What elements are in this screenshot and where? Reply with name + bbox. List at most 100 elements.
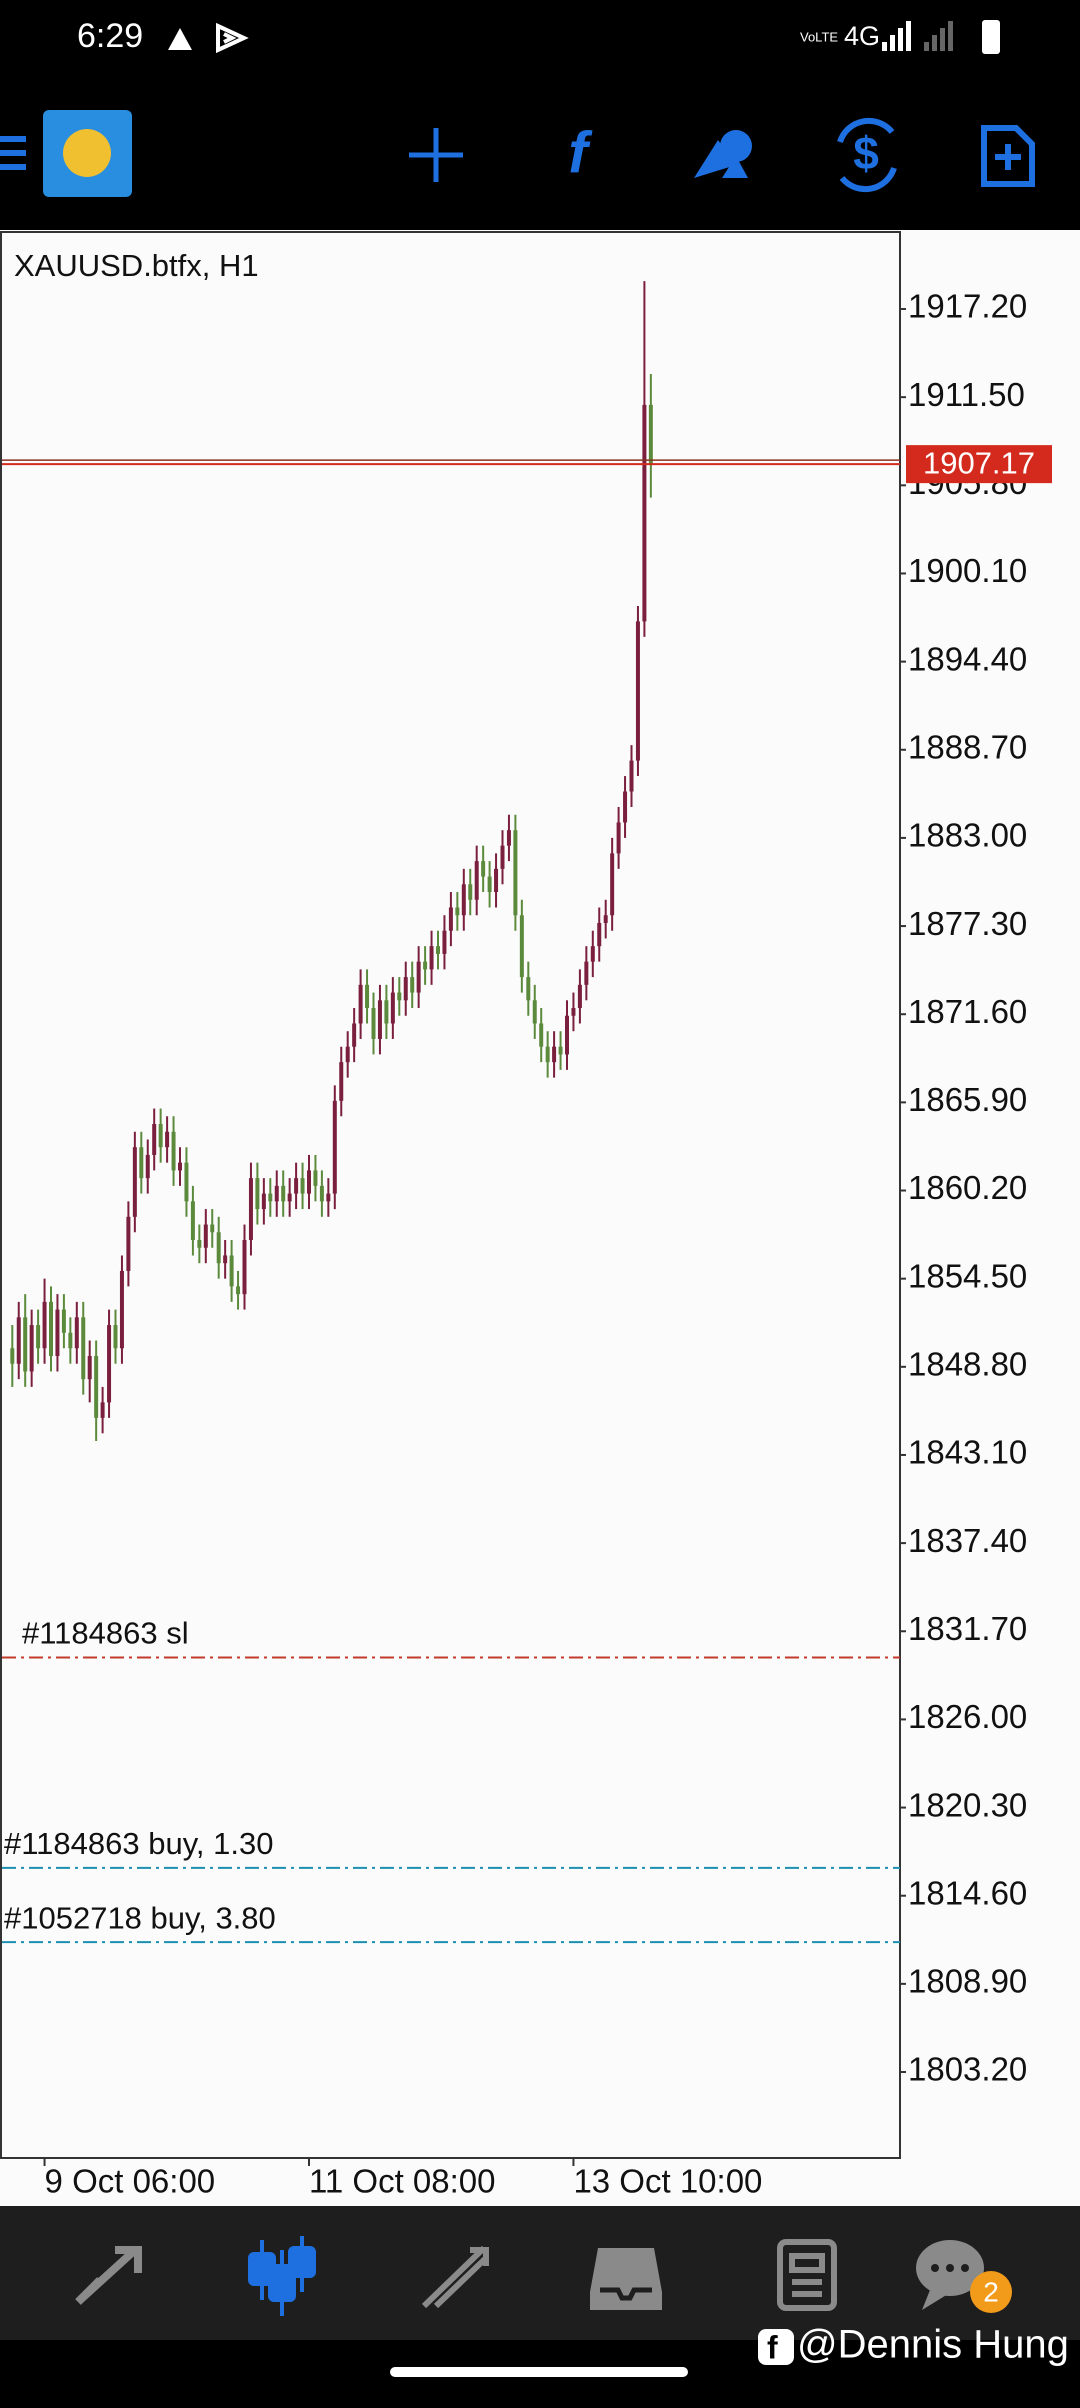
candle-body [158, 1124, 163, 1148]
trade-button[interactable]: $ [837, 117, 897, 193]
y-tick-label: 1814.60 [908, 1874, 1027, 1911]
candle-body [171, 1131, 176, 1171]
order-label: #1184863 sl [22, 1616, 189, 1651]
candle-body [139, 1147, 144, 1179]
candle-body [506, 830, 511, 846]
candle-body [184, 1162, 189, 1202]
candle-body [500, 845, 505, 869]
y-tick-label: 1888.70 [908, 728, 1027, 765]
nav-history[interactable] [590, 2248, 662, 2310]
nav-news[interactable] [777, 2239, 837, 2311]
candle-body [455, 907, 460, 916]
facebook-icon [758, 2329, 794, 2365]
candle-body [145, 1154, 150, 1179]
candle-body [377, 1000, 382, 1039]
candle-body [268, 1193, 273, 1202]
candle-body [74, 1317, 79, 1349]
candle-body [384, 1000, 389, 1024]
candle-body [248, 1178, 253, 1241]
new-order-button[interactable] [981, 125, 1035, 187]
y-tick-label: 1803.20 [908, 2051, 1027, 2088]
nav-chat[interactable] [916, 2240, 984, 2310]
candle-body [16, 1317, 21, 1364]
candle-body [365, 984, 370, 1009]
y-tick-label: 1917.20 [908, 288, 1027, 325]
nav-chart[interactable] [248, 2236, 316, 2316]
signal-2 [924, 21, 953, 51]
candle-body [545, 1046, 550, 1063]
candle-body [597, 922, 602, 947]
volte-icon: VoLTE [800, 29, 838, 44]
y-tick-label: 1837.40 [908, 1522, 1027, 1559]
candle-body [255, 1178, 260, 1210]
candle-body [68, 1332, 73, 1349]
candle-body [494, 868, 499, 893]
candle-body [313, 1170, 318, 1186]
watermark: @Dennis Hung [797, 2323, 1069, 2367]
candle-body [358, 984, 363, 1024]
chat-badge [970, 2271, 1012, 2313]
y-tick-label: 1860.20 [908, 1169, 1027, 1206]
plot-frame [0, 231, 901, 2159]
candle-body [610, 853, 615, 916]
menu-icon[interactable] [0, 136, 26, 170]
signal-1 [882, 21, 911, 51]
candle-body [223, 1255, 228, 1264]
y-tick-label: 1848.80 [908, 1346, 1027, 1383]
candle-body [481, 861, 486, 877]
top-bars [0, 0, 1080, 232]
current-price-label: 1907.17 [923, 445, 1035, 480]
network: 4G [844, 21, 880, 51]
candle-body [513, 830, 518, 916]
y-tick-label: 1831.70 [908, 1610, 1027, 1647]
home-indicator[interactable] [390, 2367, 688, 2377]
play-icon [216, 22, 249, 54]
candle-body [429, 946, 434, 970]
candle-body [584, 961, 589, 985]
y-tick-label: 1854.50 [908, 1257, 1027, 1294]
nav-trade[interactable] [421, 2245, 489, 2309]
candle-body [571, 1008, 576, 1016]
candle-body [635, 621, 640, 761]
candle-body [319, 1185, 324, 1202]
order-label: #1184863 buy, 1.30 [4, 1826, 273, 1861]
bottom-nav [0, 2206, 1080, 2340]
candle-body [345, 1046, 350, 1063]
y-tick-label: 1808.90 [908, 1963, 1027, 2000]
candle-body [119, 1270, 124, 1349]
candle-body [36, 1325, 41, 1349]
candle-body [332, 1100, 337, 1194]
candle-body [468, 884, 473, 900]
current-price-box [906, 445, 1052, 484]
candle-body [539, 1023, 544, 1047]
chart-title: XAUUSD.btfx, H1 [14, 248, 259, 283]
candle-body [519, 915, 524, 978]
candle-body [461, 884, 466, 916]
clock: 6:29 [77, 17, 143, 55]
plot: 1917.201911.501905.801900.101894.401888.… [2, 281, 1052, 2200]
nav-quotes[interactable] [75, 2246, 142, 2305]
candle-body [403, 977, 408, 1001]
candle-body [423, 961, 428, 970]
objects-button[interactable] [694, 130, 752, 178]
candle-body [61, 1309, 66, 1333]
candle-body [242, 1240, 247, 1295]
candle-body [410, 977, 415, 993]
app-icon-logo [63, 129, 111, 177]
candle-body [436, 946, 440, 954]
candle-body [229, 1255, 234, 1287]
candle-body [300, 1178, 305, 1194]
candle-body [10, 1348, 15, 1364]
candle-body [94, 1355, 99, 1418]
y-tick-label: 1826.00 [908, 1698, 1027, 1735]
y-tick-label: 1877.30 [908, 905, 1027, 942]
y-tick-label: 1894.40 [908, 640, 1027, 677]
candle-body [261, 1193, 266, 1210]
candle-body [210, 1224, 215, 1233]
y-tick-label: 1843.10 [908, 1434, 1027, 1471]
crosshair-button[interactable] [409, 128, 463, 182]
candle-body [307, 1170, 311, 1194]
candle-body [132, 1147, 137, 1217]
